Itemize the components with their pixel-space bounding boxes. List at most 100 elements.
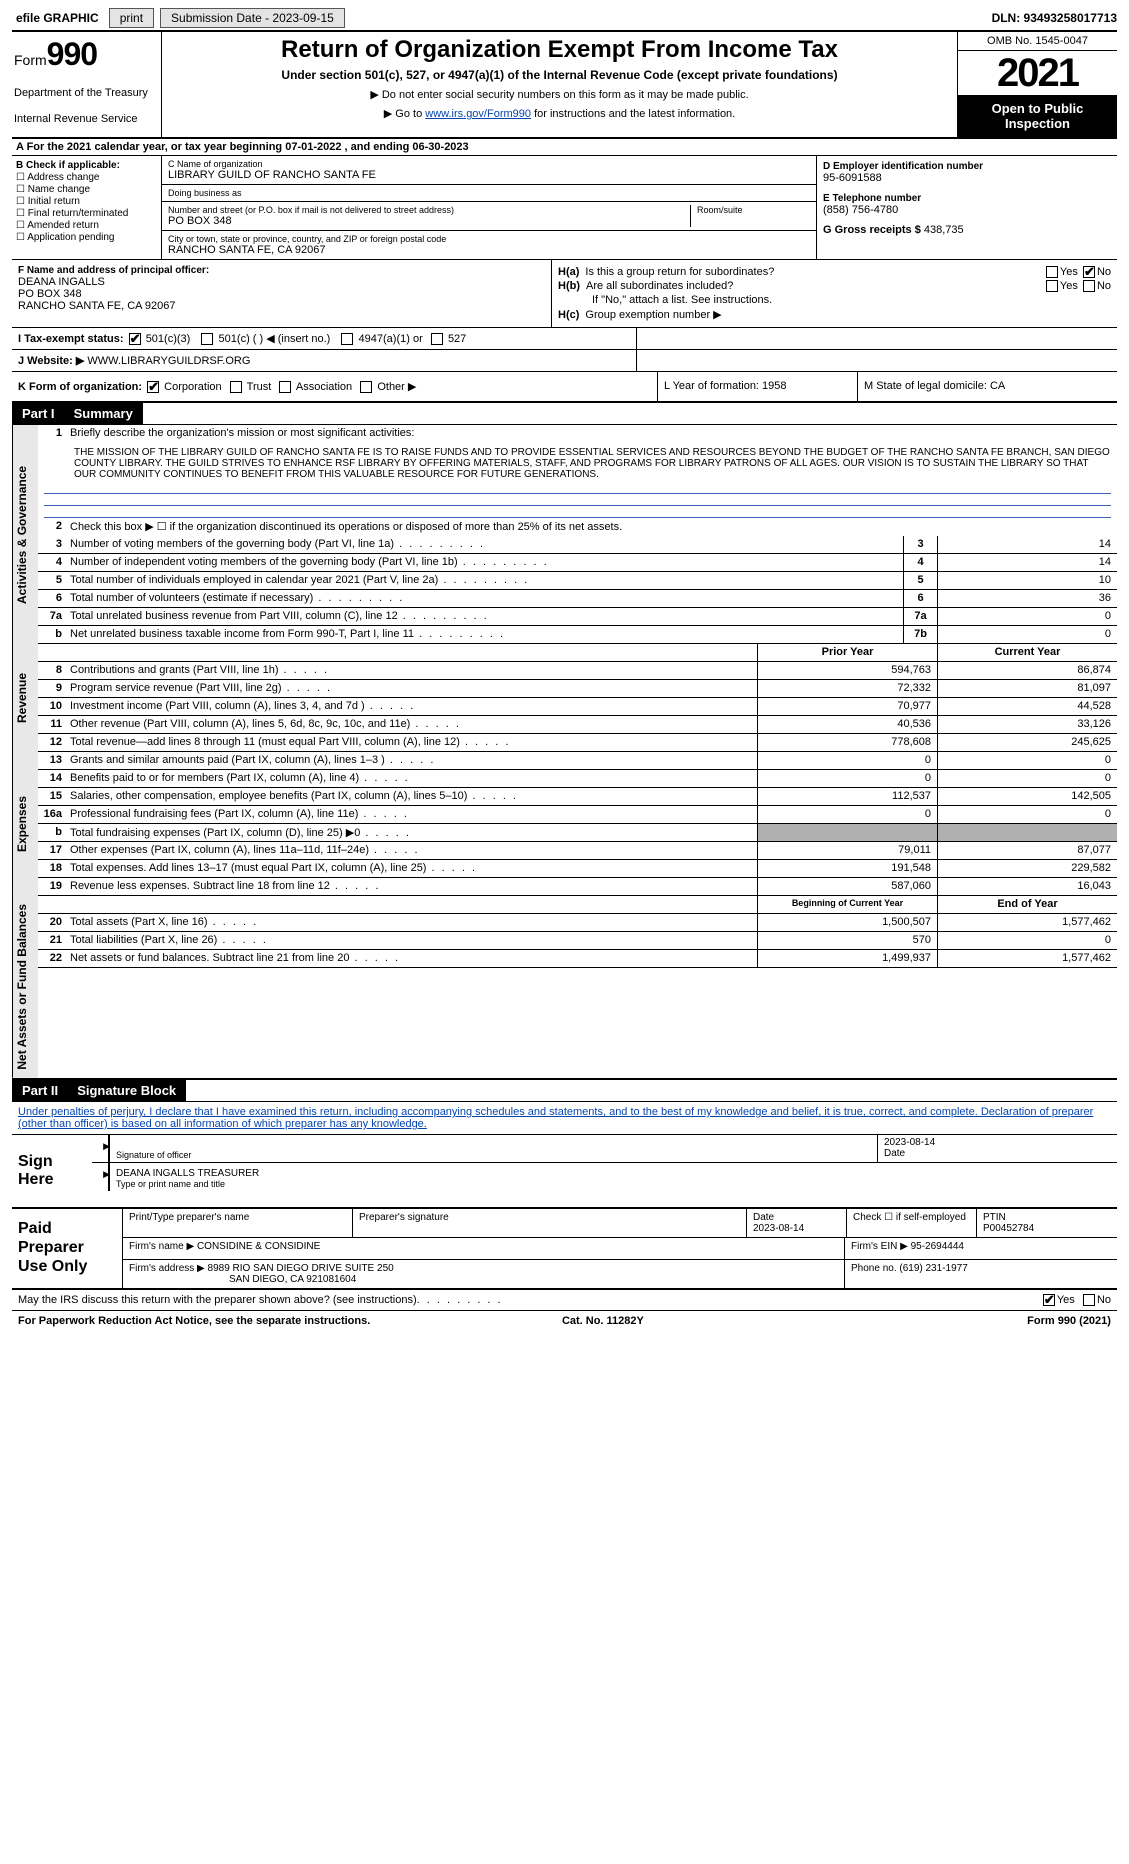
note2-pre: ▶ Go to bbox=[384, 108, 425, 120]
officer-name: DEANA INGALLS bbox=[18, 276, 105, 288]
chk-corporation[interactable] bbox=[147, 381, 159, 393]
chk-initial-return[interactable]: ☐ Initial return bbox=[16, 196, 157, 207]
box-g: G Gross receipts $ 438,735 bbox=[823, 224, 1111, 236]
room-label: Room/suite bbox=[697, 205, 743, 215]
ln-num: 9 bbox=[38, 680, 66, 697]
ln-num: 20 bbox=[38, 914, 66, 931]
ln-current: 86,874 bbox=[937, 662, 1117, 679]
ln-val: 36 bbox=[937, 590, 1117, 607]
ln-prior: 191,548 bbox=[757, 860, 937, 877]
print-button[interactable]: print bbox=[109, 8, 154, 28]
summary-line: 19 Revenue less expenses. Subtract line … bbox=[38, 878, 1117, 896]
gov-body: 1 Briefly describe the organization's mi… bbox=[38, 425, 1117, 644]
ln-num: 16a bbox=[38, 806, 66, 823]
footer-yes-checkbox[interactable] bbox=[1043, 1294, 1055, 1306]
chk-amended-return[interactable]: ☐ Amended return bbox=[16, 220, 157, 231]
ln-current: 44,528 bbox=[937, 698, 1117, 715]
summary-line: 12 Total revenue—add lines 8 through 11 … bbox=[38, 734, 1117, 752]
prep-row-3: Firm's address ▶ 8989 RIO SAN DIEGO DRIV… bbox=[123, 1260, 1117, 1288]
chk-address-change[interactable]: ☐ Address change bbox=[16, 172, 157, 183]
chk-name-change[interactable]: ☐ Name change bbox=[16, 184, 157, 195]
mission-line bbox=[44, 494, 1111, 506]
col-begin: Beginning of Current Year bbox=[757, 896, 937, 913]
opt-corp: Corporation bbox=[164, 381, 221, 393]
row-m: M State of legal domicile: CA bbox=[857, 372, 1117, 401]
chk-501c3[interactable] bbox=[129, 333, 141, 345]
chk-association[interactable] bbox=[279, 381, 291, 393]
ln-current: 16,043 bbox=[937, 878, 1117, 895]
box-d: D Employer identification number 95-6091… bbox=[823, 160, 1111, 184]
ln-text: Grants and similar amounts paid (Part IX… bbox=[66, 752, 757, 769]
ln-num: 4 bbox=[38, 554, 66, 571]
efile-label: efile GRAPHIC bbox=[12, 9, 103, 27]
row-i-left: I Tax-exempt status: 501(c)(3) 501(c) ( … bbox=[12, 328, 637, 349]
b-label: B Check if applicable: bbox=[16, 160, 120, 171]
sig-date-val: 2023-08-14 bbox=[884, 1137, 935, 1148]
net-header-row: Beginning of Current Year End of Year bbox=[38, 896, 1117, 914]
ln-box: 3 bbox=[903, 536, 937, 553]
irs-link[interactable]: www.irs.gov/Form990 bbox=[425, 108, 531, 120]
section-expenses: Expenses 13 Grants and similar amounts p… bbox=[12, 752, 1117, 896]
firm-phone: Phone no. (619) 231-1977 bbox=[845, 1260, 1117, 1288]
sig-intro-text: Under penalties of perjury, I declare th… bbox=[18, 1106, 1093, 1130]
ln-text: Contributions and grants (Part VIII, lin… bbox=[66, 662, 757, 679]
summary-line: 3 Number of voting members of the govern… bbox=[38, 536, 1117, 554]
section-net-assets: Net Assets or Fund Balances Beginning of… bbox=[12, 896, 1117, 1080]
summary-line: 7a Total unrelated business revenue from… bbox=[38, 608, 1117, 626]
ln-prior: 0 bbox=[757, 806, 937, 823]
ln-num: b bbox=[38, 824, 66, 841]
ln-box: 5 bbox=[903, 572, 937, 589]
summary-line: 6 Total number of volunteers (estimate i… bbox=[38, 590, 1117, 608]
ln-current: 0 bbox=[937, 932, 1117, 949]
chk-4947[interactable] bbox=[341, 333, 353, 345]
ln-num: 17 bbox=[38, 842, 66, 859]
ln-num bbox=[38, 896, 66, 913]
hb-no-checkbox[interactable] bbox=[1083, 280, 1095, 292]
part-ii-title: Signature Block bbox=[67, 1080, 186, 1101]
footer-yn: Yes No bbox=[1041, 1294, 1111, 1306]
chk-application-pending[interactable]: ☐ Application pending bbox=[16, 232, 157, 243]
ln-current: 1,577,462 bbox=[937, 914, 1117, 931]
row-k: K Form of organization: Corporation Trus… bbox=[12, 372, 1117, 403]
street-val: PO BOX 348 bbox=[168, 215, 232, 227]
ln-prior: 570 bbox=[757, 932, 937, 949]
ln-num: 21 bbox=[38, 932, 66, 949]
j-label: J Website: ▶ bbox=[18, 355, 84, 367]
ln-num: 2 bbox=[38, 518, 66, 536]
header-mid: Return of Organization Exempt From Incom… bbox=[162, 32, 957, 137]
chk-lbl: Amended return bbox=[27, 220, 99, 231]
firm-ein: Firm's EIN ▶ 95-2694444 bbox=[845, 1238, 1117, 1259]
chk-trust[interactable] bbox=[230, 381, 242, 393]
submission-date-button[interactable]: Submission Date - 2023-09-15 bbox=[160, 8, 345, 28]
footer-question: May the IRS discuss this return with the… bbox=[12, 1290, 1117, 1311]
preparer-right: Print/Type preparer's name Preparer's si… bbox=[122, 1209, 1117, 1288]
chk-501c[interactable] bbox=[201, 333, 213, 345]
opt-trust: Trust bbox=[247, 381, 272, 393]
hb-yes-checkbox[interactable] bbox=[1046, 280, 1058, 292]
prep-row-1: Print/Type preparer's name Preparer's si… bbox=[123, 1209, 1117, 1238]
ha-no-checkbox[interactable] bbox=[1083, 266, 1095, 278]
yes-lbl: Yes bbox=[1060, 266, 1078, 278]
ln-box: 7b bbox=[903, 626, 937, 643]
footer-no-checkbox[interactable] bbox=[1083, 1294, 1095, 1306]
prep-date-cell: Date 2023-08-14 bbox=[747, 1209, 847, 1237]
ha-yes-checkbox[interactable] bbox=[1046, 266, 1058, 278]
box-e: E Telephone number (858) 756-4780 bbox=[823, 192, 1111, 216]
sig-name-cell: DEANA INGALLS TREASURER Type or print na… bbox=[110, 1163, 1117, 1191]
ln-current bbox=[937, 824, 1117, 841]
sig-officer-cell: Signature of officer bbox=[110, 1135, 877, 1162]
ln-text: Total liabilities (Part X, line 26) bbox=[66, 932, 757, 949]
ln-val: 14 bbox=[937, 554, 1117, 571]
chk-527[interactable] bbox=[431, 333, 443, 345]
summary-line: 4 Number of independent voting members o… bbox=[38, 554, 1117, 572]
ln-text: Number of independent voting members of … bbox=[66, 554, 903, 571]
ln-text: Net assets or fund balances. Subtract li… bbox=[66, 950, 757, 967]
ln-prior: 79,011 bbox=[757, 842, 937, 859]
chk-final-return[interactable]: ☐ Final return/terminated bbox=[16, 208, 157, 219]
chk-other[interactable] bbox=[360, 381, 372, 393]
col-h: H(a) Is this a group return for subordin… bbox=[552, 260, 1117, 327]
opt-501c: 501(c) ( ) ◀ (insert no.) bbox=[219, 333, 331, 345]
chk-lbl: Initial return bbox=[28, 196, 80, 207]
summary-line: 18 Total expenses. Add lines 13–17 (must… bbox=[38, 860, 1117, 878]
c-city-row: City or town, state or province, country… bbox=[162, 231, 816, 259]
